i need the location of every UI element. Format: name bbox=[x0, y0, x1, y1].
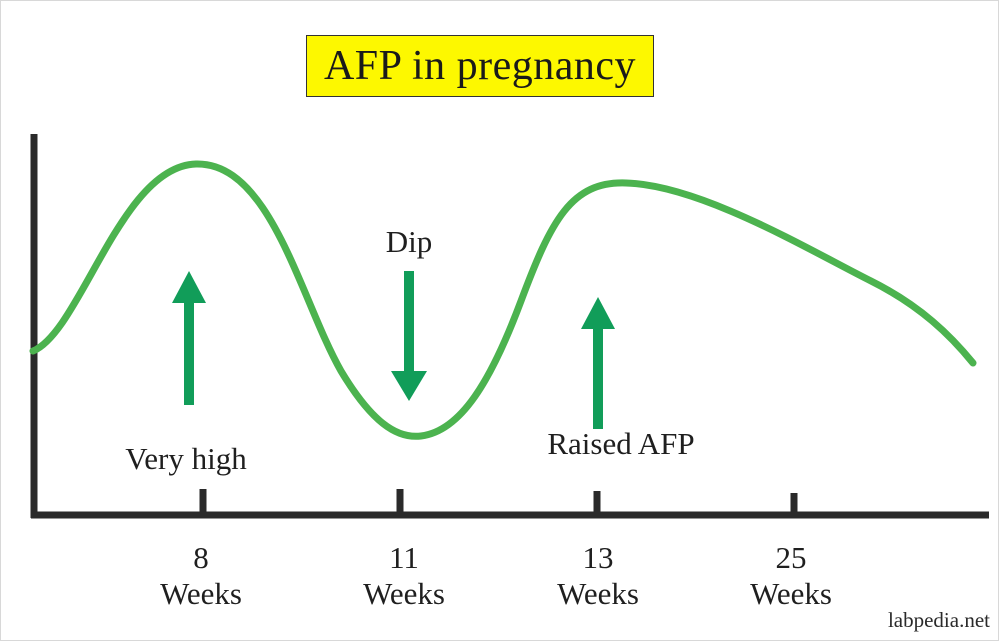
diagram-title: AFP in pregnancy bbox=[323, 43, 637, 89]
very-high-label: Very high bbox=[125, 441, 247, 476]
watermark: labpedia.net bbox=[887, 608, 990, 632]
raised-afp-label: Raised AFP bbox=[547, 426, 695, 461]
afp-level-curve bbox=[29, 160, 977, 440]
tick-unit: Weeks bbox=[160, 576, 242, 611]
tick-value: 11 bbox=[389, 540, 419, 575]
very-high-arrow bbox=[172, 271, 206, 405]
tick-label-8-weeks: 8 Weeks bbox=[131, 540, 271, 612]
dip-arrow bbox=[391, 271, 427, 401]
tick-value: 13 bbox=[582, 540, 614, 575]
tick-label-13-weeks: 13 Weeks bbox=[528, 540, 668, 612]
dip-label: Dip bbox=[385, 224, 433, 259]
tick-label-25-weeks: 25 Weeks bbox=[721, 540, 861, 612]
title-box: AFP in pregnancy bbox=[306, 35, 654, 97]
tick-label-11-weeks: 11 Weeks bbox=[334, 540, 474, 612]
tick-unit: Weeks bbox=[557, 576, 639, 611]
tick-value: 25 bbox=[775, 540, 807, 575]
tick-unit: Weeks bbox=[363, 576, 445, 611]
raised-afp-arrow bbox=[581, 297, 615, 429]
tick-value: 8 bbox=[193, 540, 209, 575]
tick-unit: Weeks bbox=[750, 576, 832, 611]
